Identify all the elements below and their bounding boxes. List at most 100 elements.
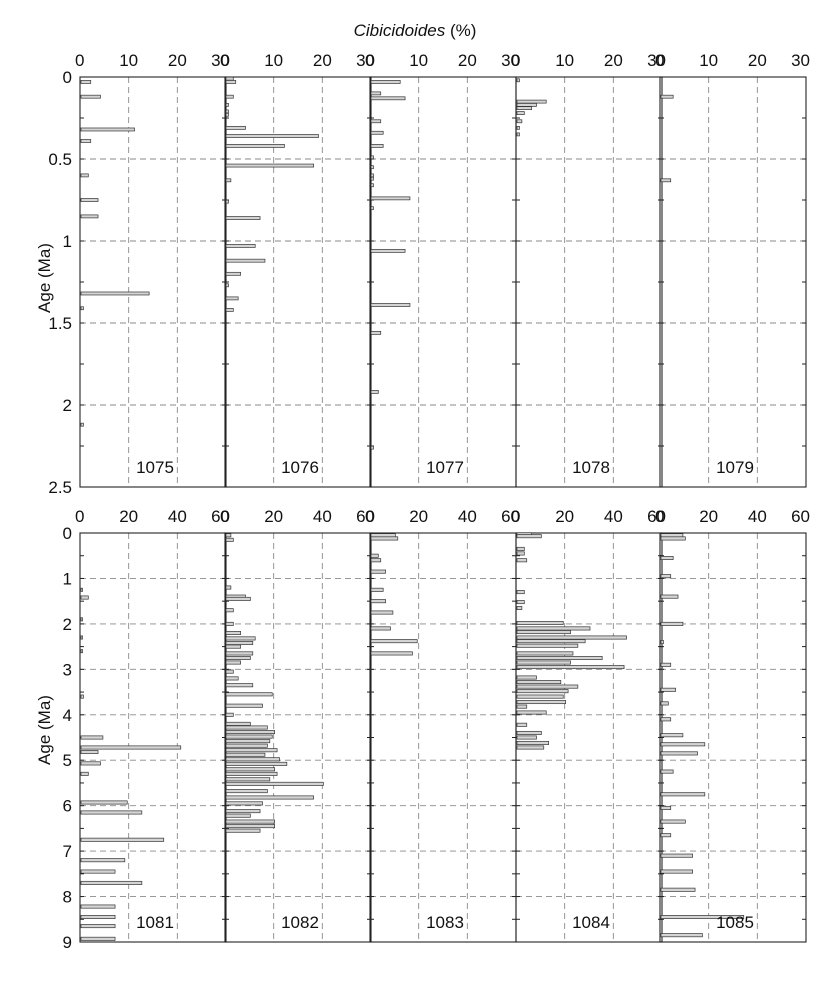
data-bar [225,781,324,786]
data-bar [80,587,83,592]
data-bar [80,745,182,750]
data-bar [660,853,693,858]
y-axis-title-bottom: Age (Ma) [35,695,54,765]
x-tick-label: 20 [699,507,718,526]
panel-frame [659,532,807,943]
data-bar [225,660,241,665]
panel-frame [79,76,227,488]
data-bar [225,80,237,84]
data-bar [225,809,261,814]
data-bar [660,621,684,626]
data-bar [516,643,579,648]
x-tick-label: 0 [511,507,520,526]
data-bar [225,725,268,730]
data-bar [80,904,116,909]
x-tick-label: 40 [604,507,623,526]
data-bar [225,824,276,829]
data-bar [660,869,693,874]
panel-frame [515,532,663,943]
data-bar [660,594,679,599]
data-bar [516,635,627,640]
data-bar [516,132,520,137]
data-bar [660,742,706,747]
data-bar [80,858,126,863]
data-bar [225,669,234,674]
data-bar [225,739,271,744]
data-bar [225,533,232,538]
data-bar [660,574,672,579]
data-bar [660,751,698,756]
data-bar [225,163,314,168]
y-tick-label: 2.5 [48,478,72,497]
data-bar [225,734,273,739]
data-bar [660,178,672,183]
data-bar [660,833,672,838]
data-bar [225,655,251,660]
data-bar [225,692,273,697]
chart-title: Cibicidoides (%) [354,21,477,40]
data-bar [516,103,537,107]
chart-title-unit: (%) [445,21,476,40]
data-bar [225,683,254,688]
data-bar [80,173,89,178]
data-bar [80,735,104,740]
data-bar [370,390,379,394]
data-bar [225,112,229,117]
data-bar [225,608,234,613]
data-bar [516,684,579,689]
x-tick-label: 30 [647,51,666,70]
data-bar [80,617,83,622]
data-bar [80,869,116,874]
data-bar [516,740,549,745]
data-bar [225,777,271,782]
data-bar [80,139,92,143]
data-bar [370,599,386,604]
x-tick-label: 20 [119,507,138,526]
panel-frame [369,76,517,488]
x-tick-label: 0 [511,51,520,70]
data-bar [516,606,523,610]
data-bar [80,837,165,842]
data-bar [225,296,239,301]
panel-1077: 0 10 20 30 1077 [365,51,520,488]
data-bar [225,730,276,735]
data-bar [225,144,285,148]
data-bar [516,639,586,644]
data-bar [80,214,99,219]
panel-1084: 0 20 40 60 1084 [511,507,666,943]
data-bar [370,155,374,160]
data-bar [225,743,268,748]
x-tick-label: 60 [211,507,230,526]
site-label: 1085 [716,913,754,932]
data-bar [225,757,280,762]
data-bar [370,165,374,170]
data-bar [370,639,418,644]
data-bar [80,291,150,296]
data-bar [516,675,537,680]
data-bar [516,660,571,665]
site-label: 1076 [281,458,319,477]
data-bar [516,704,528,709]
x-tick-label: 30 [356,51,375,70]
x-tick-label: 10 [555,51,574,70]
data-bar [370,553,379,558]
y-tick-label: 1.5 [48,314,72,333]
data-bar [80,924,116,929]
data-bar [225,676,239,681]
data-bar [225,585,232,590]
data-bar [225,721,251,726]
panel-frame [224,76,372,488]
data-bar [80,649,83,654]
data-bar [516,125,520,130]
data-bar [370,445,374,450]
data-bar [516,78,520,83]
panel-1083: 0 20 40 60 1083 [365,507,520,943]
x-tick-label: 40 [313,507,332,526]
data-bar [80,127,135,132]
data-bar [225,828,261,833]
data-bar [370,119,382,124]
y-tick-label: 2 [63,615,72,634]
data-bar [370,587,384,592]
